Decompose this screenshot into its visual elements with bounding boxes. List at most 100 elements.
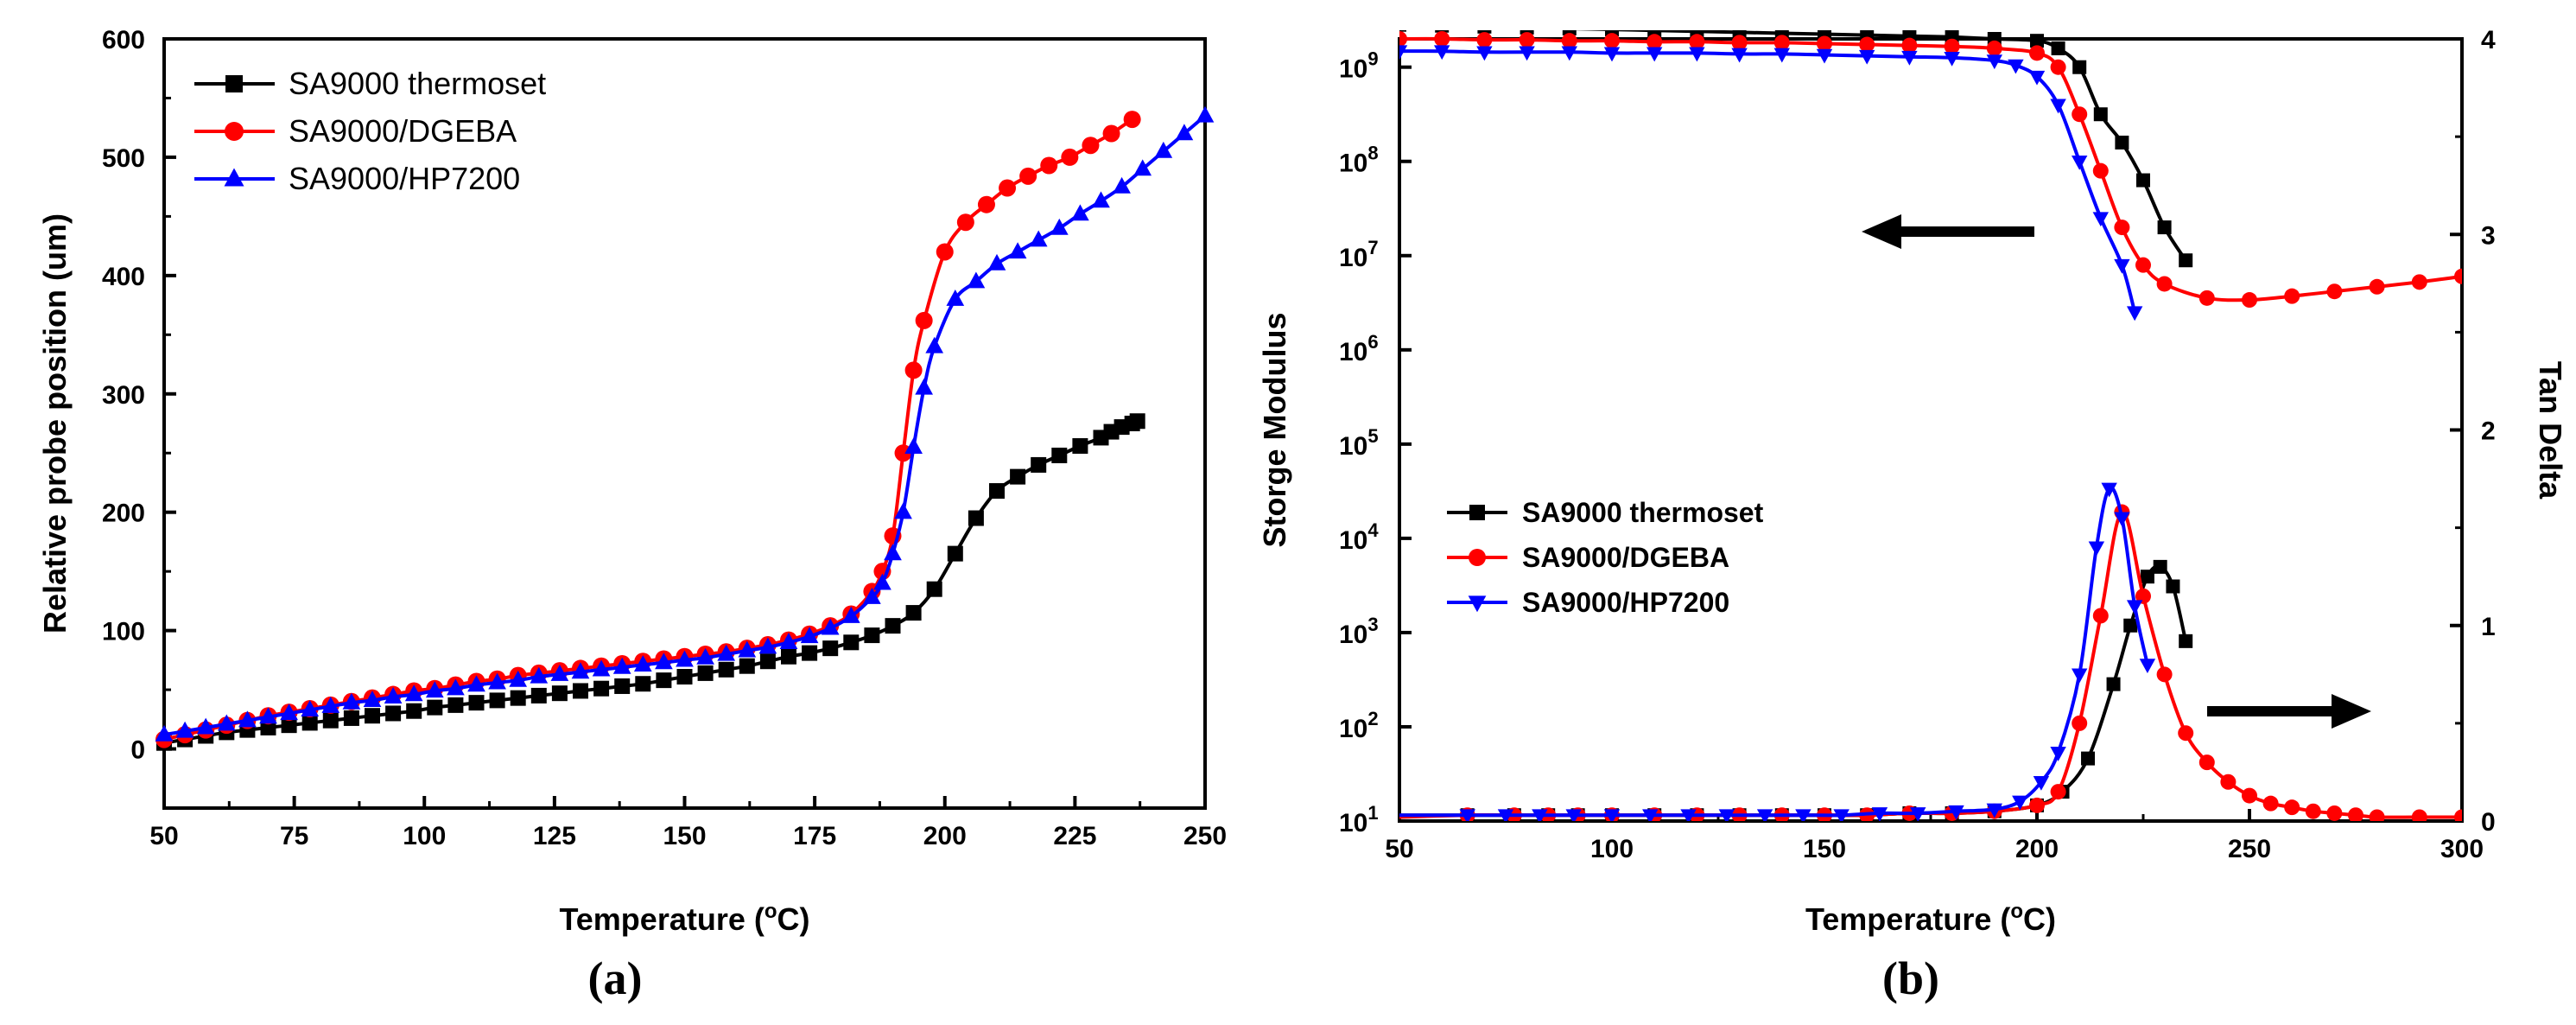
data-point-b-2 [1519, 46, 1535, 61]
data-point-b-3 [2081, 751, 2096, 766]
data-point-a-0 [676, 669, 693, 685]
data-point-b-4 [2305, 803, 2321, 819]
data-point-a-0 [968, 510, 984, 526]
data-point-a-2 [1133, 159, 1152, 176]
data-point-a-0 [989, 483, 1005, 500]
y-tick-label-a: 0 [130, 736, 145, 765]
data-point-a-2 [238, 710, 257, 728]
x-tick-label-b: 300 [2440, 835, 2484, 863]
y-tick-label-b-exp: 7 [1367, 237, 1378, 258]
data-point-b-1 [2156, 276, 2173, 292]
data-point-a-2 [571, 662, 590, 679]
data-point-a-2 [717, 644, 736, 661]
data-point-a-2 [155, 724, 174, 742]
y-tick-label-b-exp: 9 [1367, 48, 1378, 70]
data-point-b-1 [2369, 278, 2385, 295]
data-point-b-1 [2050, 59, 2066, 75]
data-point-a-0 [656, 672, 672, 689]
data-point-b-1 [2242, 292, 2257, 309]
y-tick-label-b: 103 [1339, 614, 1379, 649]
y-tick-label-b-base: 10 [1339, 244, 1367, 272]
data-point-b-0 [1562, 30, 1577, 36]
legend-label-a-2: SA9000/HP7200 [289, 161, 520, 196]
data-point-a-2 [894, 502, 912, 519]
data-point-b-5 [1603, 809, 1621, 821]
legend-marker-b-1 [1469, 549, 1486, 566]
y-right-tick-label-b: 2 [2481, 417, 2496, 446]
series-a-1 [155, 111, 1141, 748]
data-point-b-4 [2072, 715, 2088, 731]
legend-a: SA9000 thermoset SA9000/DGEBA SA9000/HP720… [194, 66, 546, 196]
x-axis-title-b-degree: o [2010, 900, 2023, 923]
data-point-b-5 [2101, 482, 2117, 498]
data-point-a-2 [738, 640, 757, 658]
y-tick-label-a: 600 [102, 26, 145, 54]
panel-label-a: (a) [588, 952, 643, 1004]
data-point-b-0 [1435, 30, 1450, 33]
data-point-a-0 [427, 699, 443, 716]
data-point-a-0 [260, 719, 276, 735]
data-point-a-0 [781, 648, 796, 665]
data-point-b-5 [1718, 809, 1735, 821]
legend-label-a-1: SA9000/DGEBA [289, 113, 517, 149]
data-point-a-0 [1010, 468, 1026, 485]
data-point-b-5 [1565, 809, 1582, 821]
y-tick-label-b-exp: 1 [1367, 802, 1378, 824]
x-tick-label-a: 125 [533, 822, 576, 850]
x-tick-label-a: 225 [1053, 822, 1096, 850]
y-tick-label-b-base: 10 [1339, 432, 1367, 461]
data-point-a-0 [843, 634, 860, 651]
data-point-a-1 [1019, 167, 1037, 185]
data-point-a-0 [573, 683, 588, 699]
data-point-b-0 [2030, 34, 2044, 48]
series-line-b-2 [1399, 49, 2137, 313]
data-point-b-2 [1689, 47, 1705, 62]
data-point-b-5 [1948, 805, 1964, 820]
data-point-a-2 [800, 627, 819, 644]
series-line-b-3 [1399, 564, 2188, 818]
data-point-b-1 [2114, 220, 2130, 236]
data-point-b-0 [2179, 253, 2193, 268]
data-point-a-1 [936, 243, 954, 261]
data-point-b-3 [2153, 559, 2167, 574]
data-point-a-0 [1031, 456, 1047, 473]
legend-label-b-2: SA9000/HP7200 [1522, 587, 1729, 618]
series-line-a-2 [163, 114, 1207, 737]
data-point-a-2 [467, 675, 485, 692]
data-point-b-4 [2369, 809, 2385, 821]
data-point-b-2 [1816, 48, 1833, 64]
y-tick-label-b: 108 [1339, 143, 1379, 178]
x-axis-title-a: Temperature (oC) [559, 900, 809, 937]
data-point-b-4 [2262, 795, 2279, 812]
data-point-a-0 [322, 712, 339, 729]
y-tick-label-b: 101 [1339, 802, 1379, 837]
series-line-b-5 [1399, 486, 2149, 818]
data-point-a-0 [406, 703, 422, 719]
x-tick-label-a: 200 [923, 822, 967, 850]
data-point-b-1 [1731, 35, 1748, 51]
y-right-tick-label-b: 3 [2481, 221, 2496, 250]
data-point-a-2 [821, 618, 840, 635]
x-tick-label-b: 50 [1385, 835, 1413, 863]
data-point-a-0 [385, 705, 402, 722]
data-point-a-0 [822, 640, 839, 657]
data-point-a-2 [873, 573, 891, 590]
data-point-a-0 [468, 695, 485, 711]
data-point-a-0 [926, 581, 942, 597]
data-point-b-5 [1871, 807, 1888, 821]
data-point-a-2 [696, 647, 714, 665]
series-line-a-0 [163, 419, 1139, 745]
data-point-b-2 [1434, 45, 1450, 60]
data-point-b-2 [1859, 49, 1875, 65]
data-point-a-2 [1154, 141, 1173, 158]
data-point-b-4 [2220, 774, 2237, 790]
y-tick-label-b: 105 [1339, 425, 1379, 461]
data-point-b-5 [2012, 795, 2028, 811]
data-point-b-0 [1477, 30, 1492, 34]
data-point-a-0 [718, 661, 734, 678]
data-point-b-5 [1986, 803, 2002, 818]
x-tick-label-a: 175 [793, 822, 836, 850]
data-point-b-3 [2166, 579, 2180, 594]
data-point-b-1 [2411, 274, 2427, 290]
panel-a: 50 75 100 125 150 175 200 225 250 0 100 200 300 400 50… [37, 26, 1227, 1004]
